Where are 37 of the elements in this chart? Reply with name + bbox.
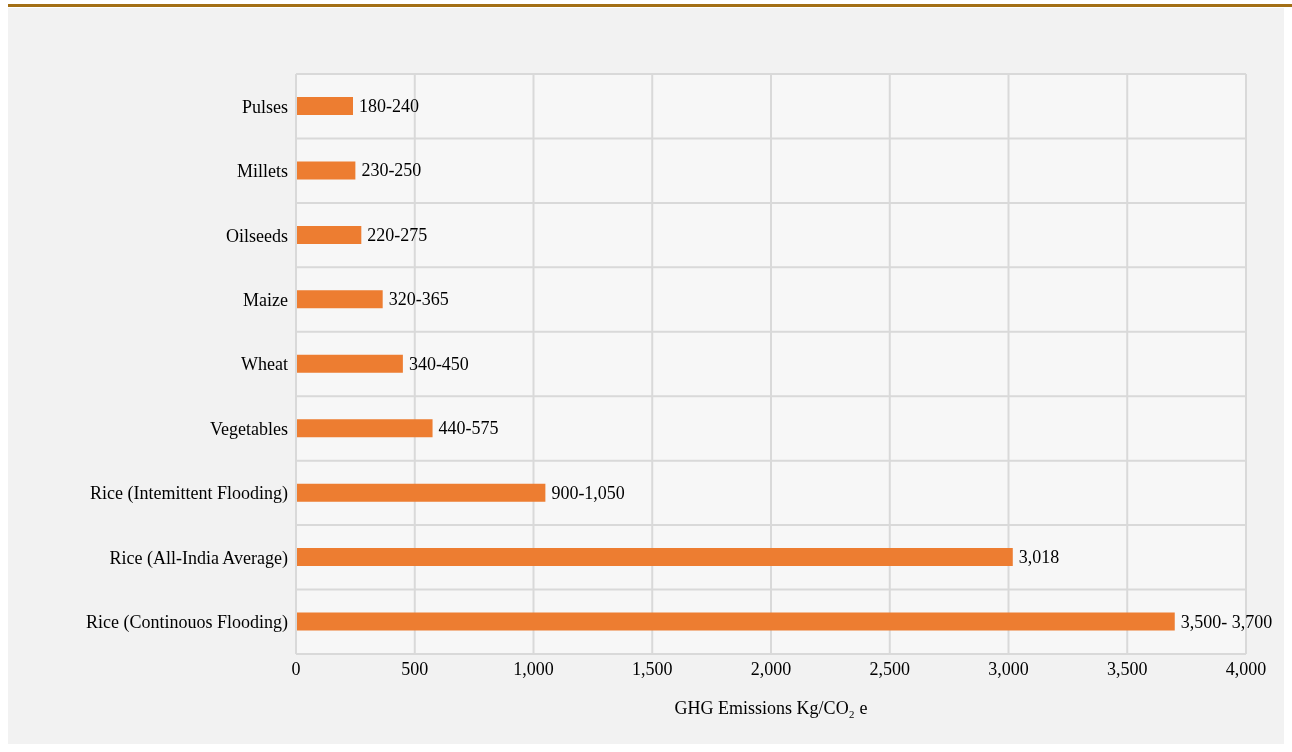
data-label: 900-1,050 bbox=[551, 482, 625, 503]
x-axis-title: GHG Emissions Kg/CO₂ e bbox=[674, 698, 868, 718]
data-label: 340-450 bbox=[408, 353, 469, 374]
bar bbox=[296, 419, 433, 438]
bar bbox=[296, 612, 1175, 631]
data-label: 230-250 bbox=[361, 160, 422, 181]
y-tick-label: Oilseeds bbox=[226, 225, 288, 246]
x-tick-label: 2,500 bbox=[869, 658, 910, 679]
x-tick-label: 0 bbox=[291, 658, 301, 679]
y-tick-label: Rice (Intemittent Flooding) bbox=[90, 483, 288, 505]
data-label: 180-240 bbox=[359, 96, 419, 116]
x-tick-label: 3,000 bbox=[988, 658, 1029, 679]
data-label: 3,500- 3,700 bbox=[1180, 611, 1273, 632]
data-label: 320-365 bbox=[388, 289, 449, 310]
x-tick-label: 2,000 bbox=[750, 658, 792, 679]
data-label: 3,018 bbox=[1018, 547, 1060, 568]
bar bbox=[296, 548, 1013, 567]
bar bbox=[296, 225, 362, 244]
y-tick-label: Vegetables bbox=[210, 418, 288, 439]
data-label: 440-575 bbox=[438, 418, 499, 439]
bar bbox=[296, 161, 356, 180]
data-label: 220-275 bbox=[367, 224, 428, 245]
y-tick-label: Rice (Continouos Flooding) bbox=[86, 612, 288, 634]
y-tick-label: Pulses bbox=[241, 96, 288, 117]
bar bbox=[296, 290, 383, 309]
x-tick-label: 4,000 bbox=[1225, 658, 1267, 679]
x-tick-label: 1,000 bbox=[513, 658, 554, 679]
x-tick-label: 500 bbox=[401, 658, 429, 679]
y-tick-label: Rice (All-India Average) bbox=[109, 547, 288, 569]
bar bbox=[296, 483, 546, 502]
bar bbox=[296, 354, 403, 373]
y-tick-label: Wheat bbox=[241, 354, 288, 375]
x-tick-label: 3,500 bbox=[1107, 658, 1148, 679]
bar bbox=[296, 97, 353, 115]
y-tick-label: Maize bbox=[243, 289, 288, 310]
x-tick-label: 1,500 bbox=[632, 658, 673, 679]
y-tick-label: Millets bbox=[236, 161, 288, 182]
